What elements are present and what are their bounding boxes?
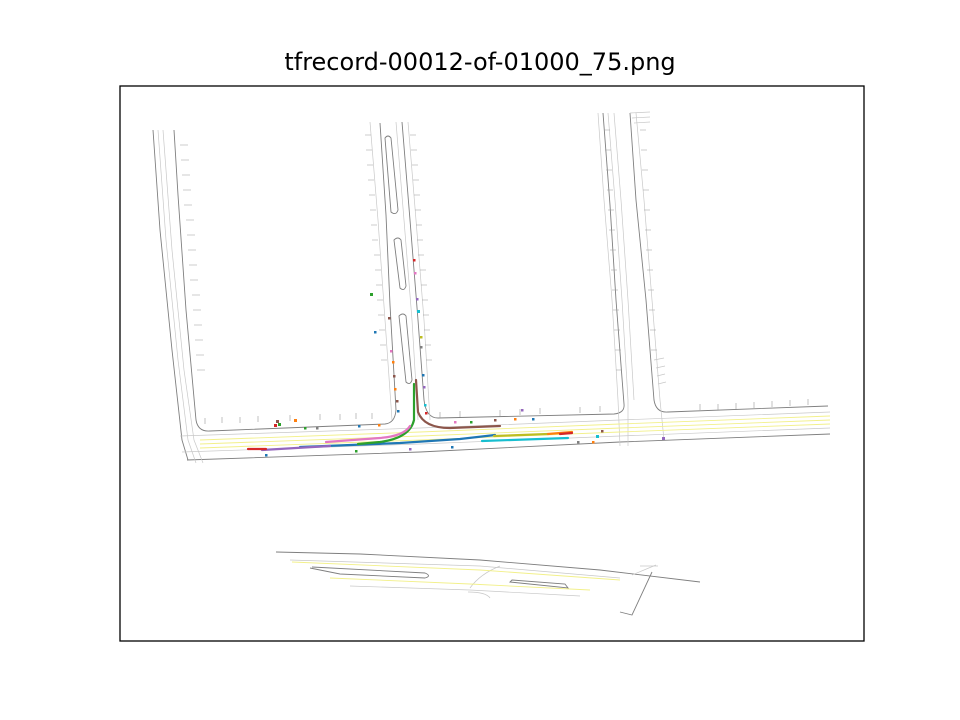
lane-lines [157,111,831,599]
road-edges [152,112,831,616]
trajectory-pink [324,424,412,444]
agent [355,450,358,453]
parking-ticks [180,129,809,424]
agent [662,437,665,440]
agent [521,409,524,412]
trajectory-green [356,382,416,446]
agent [388,317,391,320]
agent [390,350,393,353]
agent [304,427,307,430]
agent [425,412,428,415]
agent [424,404,427,407]
agent [396,400,399,403]
agent [393,375,396,378]
agent [577,441,580,444]
agent [454,421,457,424]
agent [378,424,381,427]
trajectories [246,378,574,452]
agent [423,386,426,389]
agent [370,293,373,296]
agent [374,331,377,334]
agent [316,427,319,430]
agent [414,272,417,275]
agent [514,418,517,421]
agent [592,441,595,444]
agent [265,454,268,457]
agent [274,424,277,427]
agent [596,435,599,438]
agent [451,446,454,449]
agent [416,298,419,301]
agent [422,374,425,377]
agent [494,419,497,422]
agent [532,418,535,421]
map-canvas [119,85,865,642]
agent [470,421,473,424]
figure-title: tfrecord-00012-of-01000_75.png [284,48,676,76]
agent [420,336,423,339]
agent [420,346,423,349]
trajectory-red-short [558,431,574,436]
agent [601,430,604,433]
trajectory-brown [414,378,502,430]
agent [358,425,361,428]
trajectory-olive [492,432,550,438]
agent [409,448,412,451]
trajectory-cyan [480,436,570,443]
plot-frame [119,85,865,642]
trajectory-purple [260,444,332,452]
agent [392,361,395,364]
agent [417,310,420,313]
trajectory-blue [298,433,497,449]
agent [413,259,416,262]
agent [276,420,279,423]
agent [397,410,400,413]
yellow-lines [199,415,831,591]
agent [294,419,297,422]
agent [394,388,397,391]
agent [278,423,281,426]
agents [265,259,665,457]
